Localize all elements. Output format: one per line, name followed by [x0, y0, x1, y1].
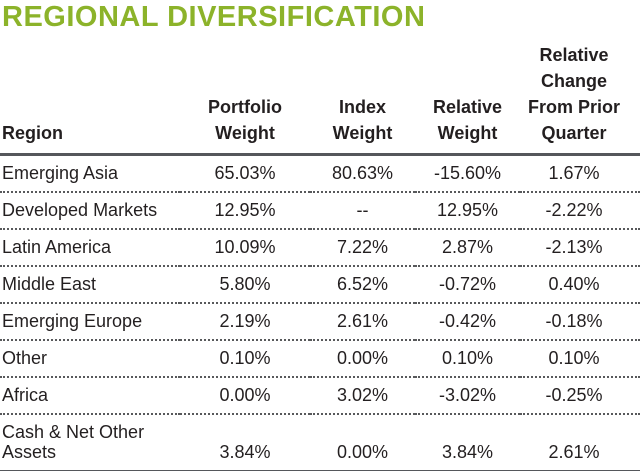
regional-diversification-table: Region Portfolio Weight Index Weight Rel…	[0, 32, 640, 471]
column-header-relative-change: Relative Change From Prior Quarter	[520, 32, 640, 156]
index-weight-cell: 0.00%	[310, 413, 415, 471]
table-header: Region Portfolio Weight Index Weight Rel…	[0, 32, 640, 156]
column-header-portfolio-weight: Portfolio Weight	[180, 32, 310, 156]
relative-change-cell: 1.67%	[548, 163, 600, 183]
table-row-latin-america: Latin America 10.09% 7.22% 2.87% -2.13%	[0, 228, 640, 266]
portfolio-weight-cell: 5.80%	[180, 265, 310, 303]
index-weight-cell: 6.52%	[310, 265, 415, 303]
header-row: Region Portfolio Weight Index Weight Rel…	[0, 32, 640, 156]
region-cell: Emerging Asia	[2, 163, 119, 183]
index-weight-cell: 3.02%	[310, 376, 415, 414]
region-cell: Middle East	[0, 265, 180, 303]
relative-weight-cell: 2.87%	[415, 228, 520, 266]
table-row-middle-east: Middle East 5.80% 6.52% -0.72% 0.40%	[0, 265, 640, 303]
region-cell: Cash & Net Other Assets	[0, 413, 180, 471]
relative-weight-cell: 12.95%	[415, 191, 520, 229]
region-cell: Developed Markets	[0, 191, 180, 229]
table-row-emerging-europe: Emerging Europe 2.19% 2.61% -0.42% -0.18…	[0, 302, 640, 340]
region-cell: Emerging Europe	[0, 302, 180, 340]
table-row-developed-markets: Developed Markets 12.95% -- 12.95% -2.22…	[0, 191, 640, 229]
section-title: REGIONAL DIVERSIFICATION	[2, 1, 426, 33]
relative-change-cell: 2.61%	[520, 413, 640, 471]
table-row-emerging-asia: Emerging Asia 65.03% 80.63% -15.60% 1.67…	[0, 155, 640, 193]
table-body: Emerging Asia 65.03% 80.63% -15.60% 1.67…	[0, 155, 640, 471]
portfolio-weight-cell: 65.03%	[214, 163, 276, 183]
index-weight-cell: 7.22%	[310, 228, 415, 266]
portfolio-weight-cell: 2.19%	[180, 302, 310, 340]
index-weight-cell: --	[310, 191, 415, 229]
region-cell: Africa	[0, 376, 180, 414]
relative-change-cell: 0.40%	[520, 265, 640, 303]
relative-change-cell: -0.25%	[520, 376, 640, 414]
column-header-relative-weight: Relative Weight	[415, 32, 520, 156]
index-weight-cell: 80.63%	[331, 163, 394, 183]
relative-weight-cell: -15.60%	[433, 163, 502, 183]
column-header-index-weight: Index Weight	[310, 32, 415, 156]
relative-weight-cell: -0.72%	[415, 265, 520, 303]
relative-weight-cell: -3.02%	[415, 376, 520, 414]
table-row-africa: Africa 0.00% 3.02% -3.02% -0.25%	[0, 376, 640, 414]
relative-weight-cell: 0.10%	[415, 339, 520, 377]
index-weight-cell: 2.61%	[310, 302, 415, 340]
portfolio-weight-cell: 0.00%	[180, 376, 310, 414]
relative-change-cell: -2.13%	[520, 228, 640, 266]
table-row-cash-net-other-assets: Cash & Net Other Assets 3.84% 0.00% 3.84…	[0, 413, 640, 471]
portfolio-weight-cell: 3.84%	[180, 413, 310, 471]
relative-change-cell: -2.22%	[520, 191, 640, 229]
region-cell: Latin America	[0, 228, 180, 266]
relative-weight-cell: 3.84%	[415, 413, 520, 471]
index-weight-cell: 0.00%	[310, 339, 415, 377]
relative-change-cell: 0.10%	[520, 339, 640, 377]
table-row-other: Other 0.10% 0.00% 0.10% 0.10%	[0, 339, 640, 377]
portfolio-weight-cell: 12.95%	[180, 191, 310, 229]
relative-weight-cell: -0.42%	[415, 302, 520, 340]
portfolio-weight-cell: 10.09%	[180, 228, 310, 266]
region-cell: Other	[0, 339, 180, 377]
portfolio-weight-cell: 0.10%	[180, 339, 310, 377]
relative-change-cell: -0.18%	[520, 302, 640, 340]
column-header-region: Region	[0, 32, 180, 156]
